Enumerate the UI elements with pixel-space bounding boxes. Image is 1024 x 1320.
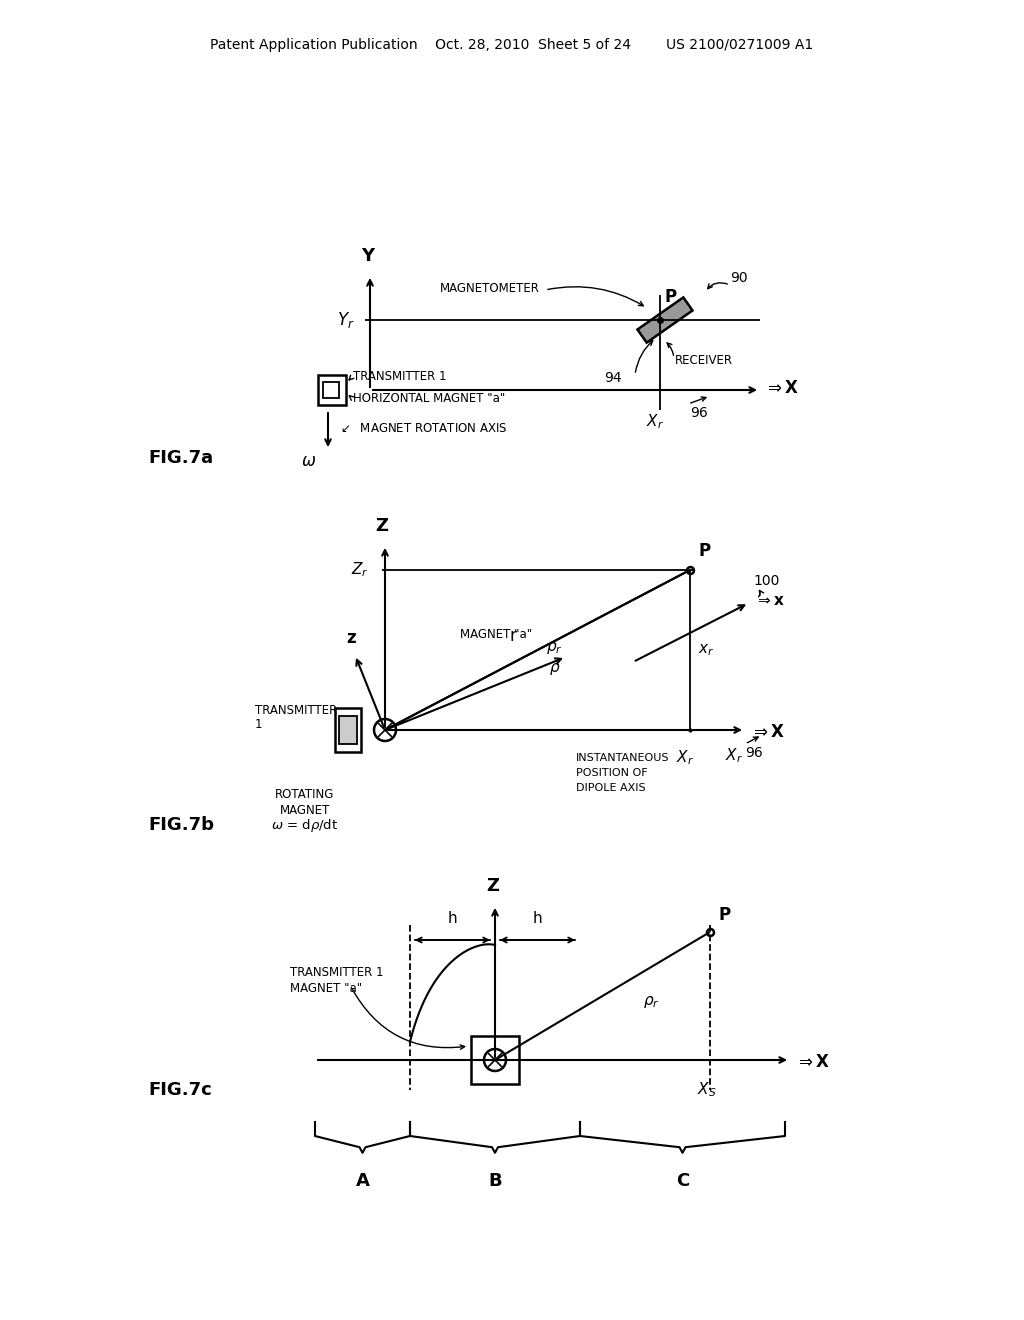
Text: A: A: [355, 1172, 370, 1191]
Text: P: P: [718, 906, 730, 924]
Text: P: P: [665, 288, 677, 306]
Text: 90: 90: [730, 271, 748, 285]
Text: MAGNET "a": MAGNET "a": [460, 628, 532, 642]
Text: P: P: [698, 543, 710, 560]
Text: Z: Z: [486, 876, 500, 895]
Text: $\rho_r$: $\rho_r$: [643, 994, 659, 1010]
Text: $\Rightarrow$x: $\Rightarrow$x: [755, 594, 785, 609]
Text: POSITION OF: POSITION OF: [575, 768, 647, 777]
Text: h: h: [447, 911, 458, 927]
Text: FIG.7b: FIG.7b: [148, 816, 214, 834]
Text: 100: 100: [754, 574, 780, 587]
Text: MAGNETOMETER: MAGNETOMETER: [440, 281, 540, 294]
Text: $X_r$: $X_r$: [646, 412, 664, 430]
Text: HORIZONTAL MAGNET "a": HORIZONTAL MAGNET "a": [353, 392, 505, 404]
Text: FIG.7a: FIG.7a: [148, 449, 213, 467]
Text: 1: 1: [255, 718, 262, 730]
Text: MAGNET: MAGNET: [280, 804, 330, 817]
Bar: [638, 297, 692, 343]
Text: r: r: [509, 627, 516, 645]
Text: B: B: [488, 1172, 502, 1191]
Text: TRANSMITTER 1: TRANSMITTER 1: [353, 371, 446, 384]
Text: DIPOLE AXIS: DIPOLE AXIS: [575, 783, 645, 793]
Text: $Y_r$: $Y_r$: [338, 310, 355, 330]
Text: 94: 94: [604, 371, 622, 385]
Text: $\Rightarrow$X: $\Rightarrow$X: [764, 379, 799, 397]
Text: $\rho_r$: $\rho_r$: [546, 640, 562, 656]
Text: RECEIVER: RECEIVER: [675, 354, 733, 367]
Text: $x_r$: $x_r$: [698, 642, 715, 657]
Text: $X_r$: $X_r$: [676, 748, 694, 767]
Text: ROTATING: ROTATING: [275, 788, 335, 801]
Text: $\omega$ = d$\rho$/dt: $\omega$ = d$\rho$/dt: [271, 817, 339, 834]
Bar: [323, 381, 339, 399]
Text: $\rho$: $\rho$: [549, 661, 561, 677]
Text: MAGNET "a": MAGNET "a": [290, 982, 362, 994]
Bar: [471, 1036, 519, 1084]
Text: h: h: [532, 911, 543, 927]
Text: Y: Y: [361, 247, 375, 265]
Bar: [318, 375, 346, 405]
Text: Patent Application Publication    Oct. 28, 2010  Sheet 5 of 24        US 2100/02: Patent Application Publication Oct. 28, …: [210, 38, 814, 51]
Text: $\swarrow$  MAGNET ROTATION AXIS: $\swarrow$ MAGNET ROTATION AXIS: [338, 421, 508, 434]
Text: C: C: [676, 1172, 689, 1191]
Text: Z: Z: [376, 517, 388, 535]
Bar: [335, 708, 361, 752]
Bar: [339, 715, 357, 744]
Text: $\Rightarrow$X: $\Rightarrow$X: [795, 1053, 829, 1071]
Text: $X_S$: $X_S$: [697, 1080, 717, 1098]
Text: TRANSMITTER: TRANSMITTER: [255, 704, 337, 717]
Text: $Z_r$: $Z_r$: [351, 561, 369, 579]
Text: TRANSMITTER 1: TRANSMITTER 1: [290, 965, 384, 978]
Text: z: z: [346, 630, 355, 647]
Text: 96: 96: [690, 407, 708, 420]
Text: INSTANTANEOUS: INSTANTANEOUS: [575, 752, 670, 763]
Text: 96: 96: [745, 746, 763, 760]
Text: $X_r$: $X_r$: [725, 746, 743, 764]
Text: $\omega$: $\omega$: [301, 451, 316, 470]
Text: $\Rightarrow$X: $\Rightarrow$X: [750, 723, 784, 741]
Text: FIG.7c: FIG.7c: [148, 1081, 212, 1100]
